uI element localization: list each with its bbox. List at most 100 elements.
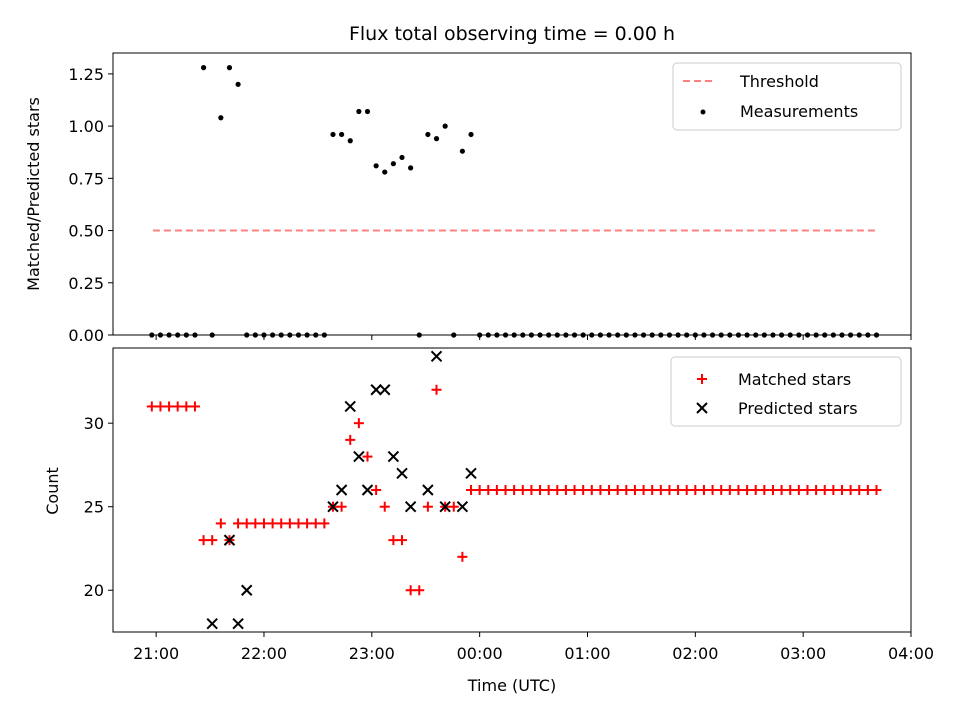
top-legend: Threshold Measurements xyxy=(672,62,902,131)
predicted-star-point xyxy=(223,534,236,546)
matched-star-point xyxy=(491,485,502,495)
predicted-star-point xyxy=(206,617,218,630)
matched-star-point xyxy=(647,485,658,495)
matched-star-point xyxy=(517,485,528,495)
top-y-tick-label: 0.00 xyxy=(68,326,104,345)
predicted-star-point xyxy=(335,484,348,496)
matched-star-point xyxy=(267,518,278,529)
matched-star-point xyxy=(379,501,390,512)
legend-matched-label: Matched stars xyxy=(738,370,851,389)
matched-star-point xyxy=(793,485,804,495)
legend-measurements-swatch xyxy=(700,109,706,115)
matched-star-point xyxy=(707,485,718,495)
matched-star-point xyxy=(811,485,822,495)
measurement-point xyxy=(339,131,345,138)
predicted-star-point xyxy=(370,384,382,396)
matched-star-point xyxy=(250,518,261,529)
matched-star-point xyxy=(862,485,873,495)
top-x-ticks xyxy=(155,335,912,340)
matched-star-point xyxy=(276,518,287,529)
legend-threshold-label: Threshold xyxy=(739,72,819,91)
bottom-x-tick-label: 00:00 xyxy=(457,644,503,663)
top-legend-box xyxy=(672,62,902,131)
predicted-star-point xyxy=(241,584,253,596)
matched-star-point xyxy=(526,485,537,495)
matched-star-point xyxy=(474,485,485,495)
matched-star-point xyxy=(716,485,727,495)
measurement-point xyxy=(347,138,353,144)
top-plot-frame xyxy=(112,52,912,336)
matched-star-point xyxy=(664,485,675,495)
bottom-y-tick-label: 20 xyxy=(84,581,104,600)
top-panel: Flux total observing time = 0.00 h Match… xyxy=(24,23,912,345)
matched-star-point xyxy=(422,501,433,512)
predicted-star-point xyxy=(396,467,408,480)
matched-star-point xyxy=(155,401,166,412)
matched-star-point xyxy=(828,485,839,495)
bottom-y-tick-label: 30 xyxy=(84,414,104,433)
matched-star-point xyxy=(362,451,373,462)
matched-star-point xyxy=(569,485,580,495)
matched-star-point xyxy=(733,485,744,495)
predicted-star-point xyxy=(379,384,391,396)
matched-star-point xyxy=(724,485,735,495)
bottom-y-axis-label: Count xyxy=(43,467,62,515)
matched-star-point xyxy=(845,485,856,495)
predicted-star-point xyxy=(404,500,417,513)
predicted-star-point xyxy=(353,450,365,463)
top-y-tick-label: 1.25 xyxy=(68,65,104,84)
matched-star-point xyxy=(146,401,157,412)
matched-star-point xyxy=(681,485,692,495)
matched-star-point xyxy=(742,485,753,495)
bottom-x-tick-label: 01:00 xyxy=(564,644,610,663)
matched-star-point xyxy=(578,485,589,495)
matched-star-point xyxy=(207,535,218,546)
predicted-star-point xyxy=(344,400,356,413)
measurement-point xyxy=(364,108,371,115)
measurement-point xyxy=(200,65,207,71)
measurement-point xyxy=(382,169,388,175)
predicted-star-point xyxy=(456,500,469,513)
matched-star-point xyxy=(336,501,347,512)
measurement-point xyxy=(408,165,414,171)
predicted-star-point xyxy=(327,500,339,513)
count-points xyxy=(146,350,882,630)
bottom-legend: Matched stars Predicted stars xyxy=(670,356,902,427)
matched-star-point xyxy=(215,518,226,529)
predicted-star-point xyxy=(439,500,451,513)
top-y-tick-label: 0.25 xyxy=(68,274,104,293)
matched-star-point xyxy=(189,401,200,412)
matched-star-point xyxy=(698,485,709,495)
matched-star-point xyxy=(750,485,761,495)
measurement-point xyxy=(433,136,440,142)
matched-star-point xyxy=(164,401,175,412)
bottom-panel: Count Time (UTC) 20 25 30 21:00 22:00 23:00 0… xyxy=(43,347,934,695)
bottom-x-tick-label: 22:00 xyxy=(241,644,287,663)
matched-star-point xyxy=(836,485,847,495)
bottom-legend-box xyxy=(670,356,902,427)
matched-star-point xyxy=(483,485,494,495)
matched-star-point xyxy=(586,485,597,495)
measurement-point xyxy=(442,123,448,129)
measurement-point xyxy=(373,163,379,169)
x-axis-label: Time (UTC) xyxy=(467,676,556,695)
matched-star-point xyxy=(552,485,563,495)
matched-star-point xyxy=(604,485,615,495)
legend-predicted-swatch-b xyxy=(696,402,708,414)
matched-star-point xyxy=(612,485,623,495)
matched-star-point xyxy=(457,551,468,562)
matched-star-point xyxy=(638,485,649,495)
bottom-x-ticks: 21:00 22:00 23:00 00:00 01:00 02:00 03:00 04:00 xyxy=(133,632,934,663)
matched-star-point xyxy=(543,485,554,495)
matched-star-point xyxy=(655,485,666,495)
matched-star-point xyxy=(871,485,882,495)
measurement-point xyxy=(459,148,465,154)
matched-star-point xyxy=(293,518,304,529)
top-y-tick-label: 0.50 xyxy=(68,222,104,241)
matched-star-point xyxy=(629,485,640,495)
measurement-point xyxy=(330,131,336,138)
measurement-point xyxy=(468,131,474,138)
matched-star-point xyxy=(241,518,252,529)
predicted-star-point xyxy=(465,467,477,480)
